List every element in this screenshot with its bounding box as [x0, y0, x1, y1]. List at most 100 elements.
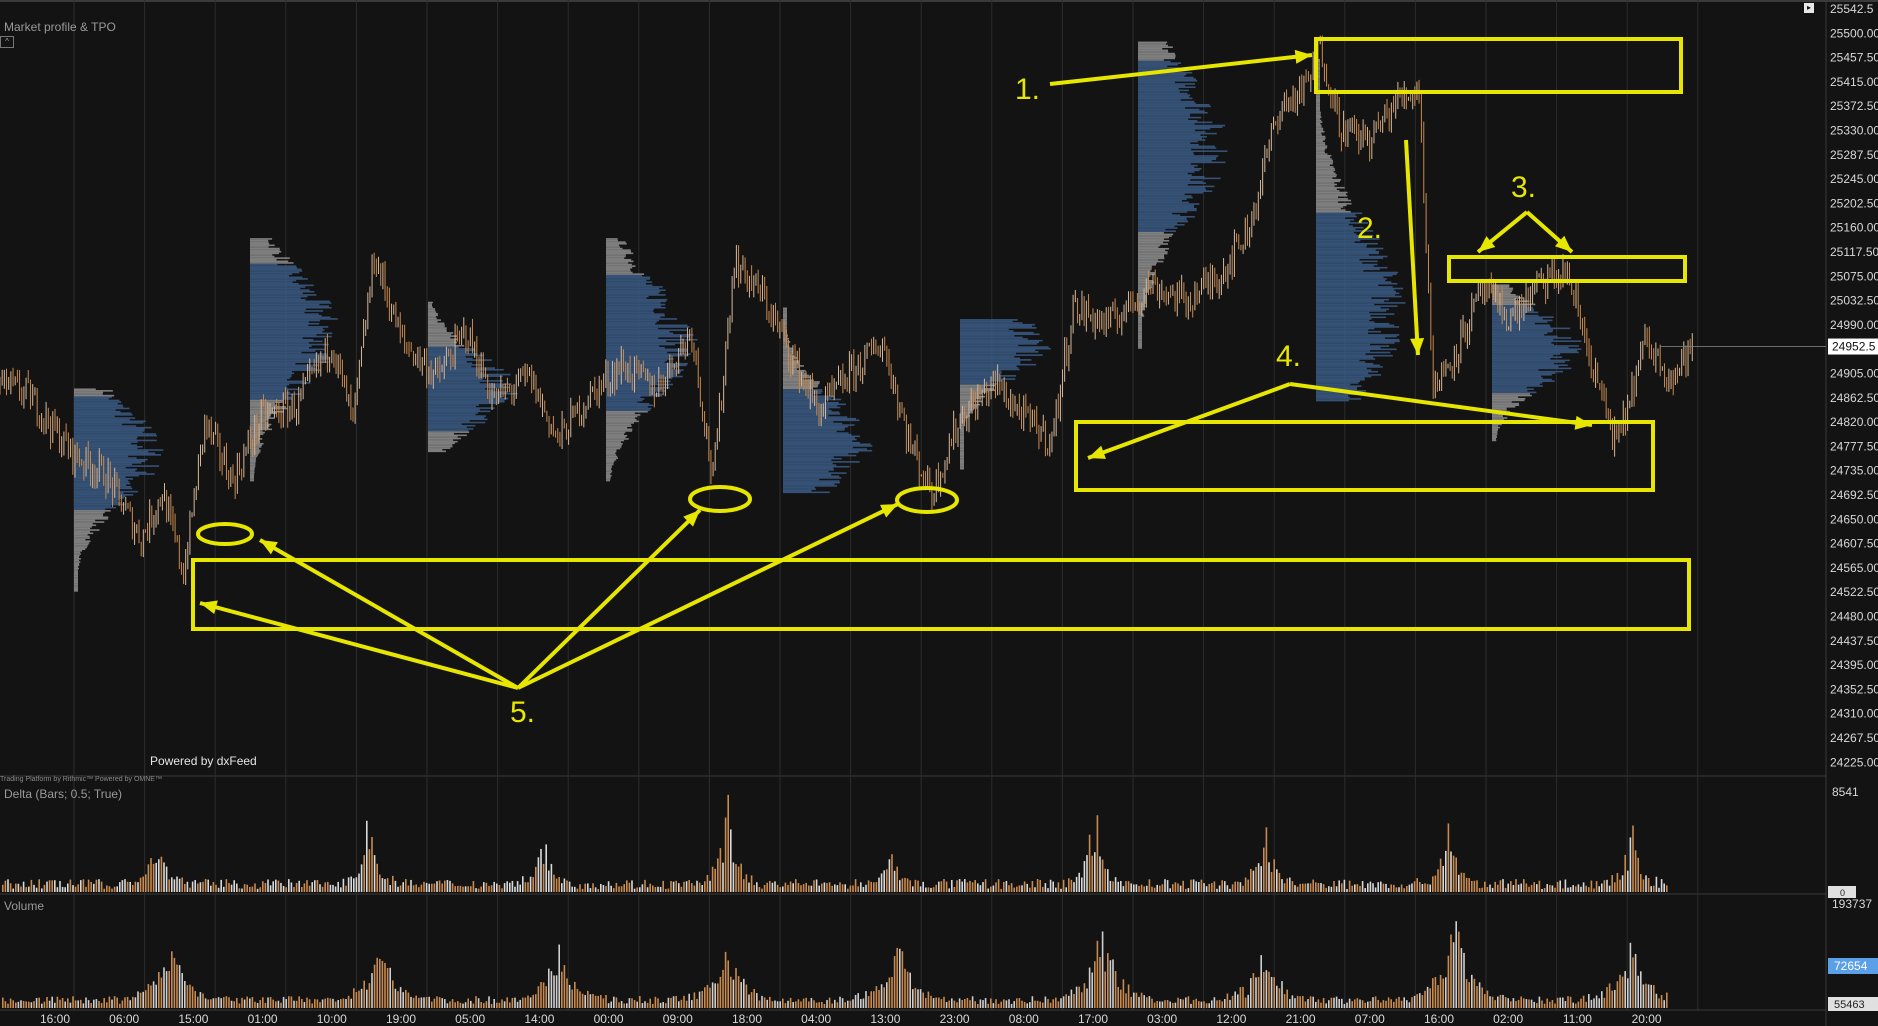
delta-bar: [56, 887, 59, 892]
collapse-button[interactable]: ^: [0, 36, 14, 48]
delta-bar: [113, 886, 116, 892]
volume-bar: [462, 1003, 464, 1008]
maximize-button[interactable]: ▸: [1804, 3, 1814, 13]
volume-bar: [111, 999, 113, 1008]
delta-bar: [1634, 850, 1637, 892]
volume-bar: [163, 967, 165, 1008]
profile-row: [606, 474, 612, 477]
volume-bar: [756, 993, 758, 1008]
volume-bar: [389, 967, 391, 1008]
volume-bar: [1554, 1003, 1556, 1008]
profile-row: [250, 274, 289, 277]
delta-bar: [984, 879, 987, 892]
profile-row: [74, 578, 78, 581]
profile-row: [250, 450, 261, 453]
profile-row: [74, 390, 113, 392]
profile-row: [606, 386, 670, 389]
volume-bar: [376, 957, 378, 1008]
profile-row: [783, 376, 811, 378]
profile-row: [783, 440, 853, 442]
volume-bar: [1627, 978, 1629, 1008]
profile-row: [606, 478, 611, 480]
volume-bar: [1463, 952, 1465, 1008]
delta-bar: [30, 879, 33, 892]
volume-bar: [1325, 1003, 1327, 1008]
volume-bar: [1270, 976, 1273, 1008]
delta-bar: [425, 882, 428, 892]
delta-bar: [1458, 874, 1460, 892]
profile-row: [606, 383, 673, 386]
volume-bar: [828, 997, 831, 1008]
volume-bar: [880, 984, 883, 1008]
volume-bar: [1156, 1000, 1158, 1008]
profile-row: [606, 446, 622, 448]
profile-row: [783, 491, 830, 494]
profile-row: [1138, 83, 1196, 85]
profile-row: [428, 410, 491, 413]
profile-row: [1492, 345, 1580, 347]
volume-bar: [436, 996, 438, 1008]
profile-row: [783, 462, 833, 465]
delta-bar: [379, 874, 381, 892]
delta-bar: [680, 886, 683, 892]
volume-bar: [1091, 972, 1093, 1008]
delta-bar: [714, 868, 716, 892]
profile-row: [428, 352, 477, 355]
delta-bar: [1091, 855, 1093, 892]
delta-bar: [243, 884, 246, 892]
time-tick-label: 11:00: [1563, 1012, 1592, 1026]
volume-bar: [1031, 996, 1034, 1008]
delta-bar: [342, 878, 345, 892]
volume-bar: [412, 997, 415, 1008]
volume-bar: [1515, 1001, 1517, 1008]
delta-bar: [262, 881, 264, 892]
profile-row: [74, 586, 78, 589]
delta-bar: [1517, 884, 1520, 892]
profile-row: [1138, 201, 1189, 204]
volume-bar: [1065, 994, 1067, 1008]
volume-avg-badge: [1828, 997, 1878, 1011]
profile-row: [606, 300, 667, 303]
profile-row: [606, 263, 632, 266]
delta-bar: [1026, 883, 1028, 892]
delta-bar: [386, 878, 389, 892]
volume-bar: [1559, 997, 1561, 1008]
profile-row: [783, 461, 860, 463]
profile-row: [1492, 295, 1519, 298]
delta-bar: [464, 886, 467, 892]
profile-row: [1316, 154, 1332, 157]
delta-bar: [1663, 883, 1665, 892]
volume-bar: [1424, 990, 1426, 1008]
profile-row: [1316, 399, 1349, 402]
profile-row: [1316, 260, 1378, 263]
delta-bar: [584, 883, 586, 892]
delta-bar: [1564, 879, 1567, 892]
volume-bar: [623, 1003, 625, 1008]
volume-bar: [987, 1003, 989, 1008]
profile-row: [74, 418, 130, 421]
profile-row: [1316, 207, 1341, 210]
profile-row: [783, 344, 789, 346]
profile-row: [74, 538, 86, 541]
profile-row: [606, 311, 655, 314]
delta-bar: [870, 881, 872, 892]
profile-row: [960, 378, 1016, 380]
profile-row: [1138, 335, 1142, 338]
profile-row: [1316, 220, 1351, 223]
volume-bar: [1244, 997, 1247, 1008]
profile-row: [606, 314, 665, 317]
delta-bar: [987, 888, 989, 892]
profile-row: [960, 459, 964, 462]
profile-row: [250, 314, 322, 317]
profile-row: [606, 452, 616, 455]
delta-bar: [1447, 823, 1450, 892]
profile-row: [74, 398, 109, 400]
delta-bar: [25, 887, 27, 892]
time-tick-label: 01:00: [248, 1012, 278, 1026]
volume-bar: [262, 997, 264, 1008]
delta-bar: [1229, 888, 1231, 892]
price-tick-label: 24692.50: [1830, 488, 1878, 502]
volume-bar: [449, 1001, 451, 1008]
profile-row: [1316, 127, 1324, 130]
